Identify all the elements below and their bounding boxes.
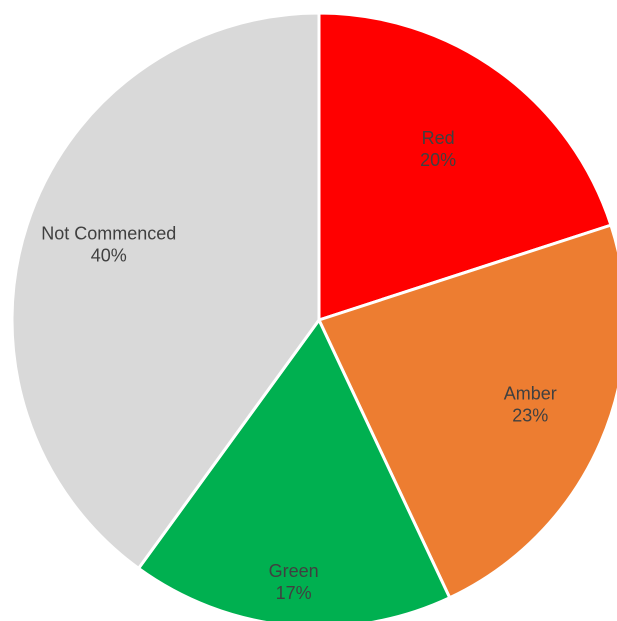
pie-slice-not-commenced: [10, 11, 321, 570]
data-label-percent: 20%: [420, 150, 456, 170]
data-label-green: Green 17%: [269, 561, 319, 603]
data-label-percent: 23%: [512, 405, 548, 425]
pie-slice-green: [137, 318, 452, 621]
data-label-percent: 40%: [91, 246, 127, 266]
data-label-category: Green: [269, 561, 319, 581]
data-label-category: Red: [422, 128, 455, 148]
data-label-category: Amber: [504, 383, 557, 403]
data-label-not-commenced: Not Commenced 40%: [41, 224, 176, 266]
pie-labels: Red 20% Amber 23% Green 17% Not Commenced 40%: [41, 128, 557, 603]
data-label-category: Not Commenced: [41, 224, 176, 244]
data-label-percent: 17%: [276, 583, 312, 603]
pie-slices: [10, 11, 617, 621]
data-label-amber: Amber 23%: [504, 383, 557, 425]
pie-slice-amber: [317, 223, 617, 600]
data-label-red: Red 20%: [420, 128, 456, 170]
pie-slice-red: [317, 11, 613, 322]
